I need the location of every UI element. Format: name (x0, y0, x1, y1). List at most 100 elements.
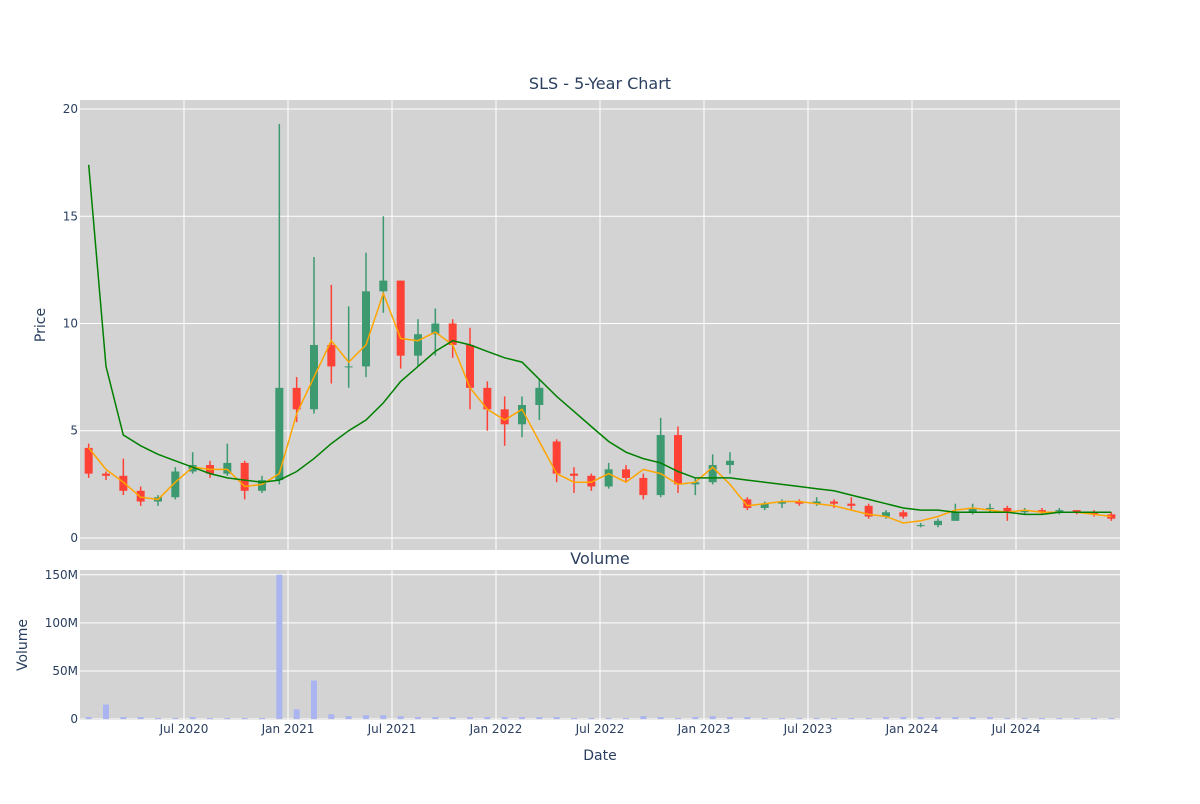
volume-bar (605, 718, 612, 720)
candle-body (968, 507, 977, 513)
candle-body (899, 512, 908, 517)
candle-body (292, 387, 301, 410)
candle-body (812, 501, 821, 504)
x-tick-label: Jan 2024 (885, 722, 939, 736)
chart-title: SLS - 5-Year Chart (529, 74, 671, 93)
candle-body (379, 280, 388, 292)
candle-body (830, 501, 838, 504)
candle-body (102, 473, 110, 476)
y-tick-label: 50M (52, 664, 78, 678)
volume-bar (588, 718, 595, 720)
volume-bar (276, 574, 283, 720)
candle-body (1072, 510, 1081, 513)
candle-body (136, 490, 145, 502)
volume-bar (172, 718, 179, 720)
volume-bar (137, 717, 144, 720)
volume-bar (397, 716, 404, 720)
volume-bar (987, 717, 993, 720)
candle-body (1107, 514, 1116, 519)
volume-bar (727, 717, 733, 720)
candle-body (760, 503, 769, 508)
candle-body (119, 475, 128, 491)
x-axis-label: Date (583, 748, 616, 764)
candle-body (726, 460, 734, 466)
candle-body (362, 291, 370, 367)
y-tick-label: 5 (70, 424, 78, 438)
candle-body (483, 387, 492, 410)
candle-body (1003, 507, 1012, 513)
volume-bar (259, 718, 265, 720)
volume-bar (103, 704, 109, 720)
candle-body (986, 507, 994, 509)
candle-body (1055, 510, 1064, 513)
volume-bar (692, 717, 699, 720)
volume-bar (952, 717, 959, 720)
candle-body (84, 447, 93, 474)
volume-bar (328, 714, 335, 720)
candle-body (223, 462, 232, 474)
x-tick-label: Jul 2024 (991, 722, 1041, 736)
candle-body (570, 473, 578, 476)
candle-body (656, 435, 665, 496)
volume-bar (709, 716, 716, 720)
y-tick-label: 15 (63, 209, 78, 223)
volume-bar (623, 718, 629, 720)
candle-body (1020, 510, 1029, 513)
candle-body (847, 503, 856, 506)
candle-body (795, 501, 804, 504)
volume-bar (779, 718, 785, 720)
candle-body (431, 323, 440, 335)
volume-bar (796, 718, 803, 720)
y-tick-label: 150M (45, 568, 78, 582)
candle-body (552, 441, 561, 474)
volume-bar (311, 680, 317, 720)
volume-bar (900, 717, 907, 720)
candle-body (240, 462, 249, 491)
candle-body (535, 387, 544, 406)
volume-bar (467, 717, 473, 720)
volume-bar (813, 718, 820, 720)
volume-bar (675, 718, 681, 720)
candle-body (275, 387, 284, 481)
volume-bar (1091, 718, 1097, 720)
y-tick-label: 20 (63, 102, 78, 116)
volume-bar (969, 717, 976, 720)
candle-body (691, 482, 700, 485)
volume-bar (207, 718, 213, 720)
volume-bar (917, 717, 924, 720)
candle-body (674, 435, 682, 485)
volume-bar (241, 718, 248, 720)
volume-title: Volume (570, 549, 630, 568)
candle-body (864, 505, 873, 517)
candle-body (396, 280, 405, 356)
volume-bar (501, 717, 508, 720)
volume-bar (484, 717, 491, 720)
volume-bar (224, 718, 231, 720)
volume-bar (883, 717, 889, 720)
candle-body (916, 525, 925, 527)
candle-body (587, 475, 596, 487)
volume-bar (1021, 718, 1028, 720)
y-tick-label: 0 (70, 712, 78, 726)
volume-bar (1108, 718, 1115, 720)
volume-bar (761, 718, 768, 720)
volume-bar (363, 715, 369, 720)
moving-average-line (87, 164, 1112, 516)
y-axis-label: Volume (15, 619, 31, 671)
x-tick-label: Jul 2021 (367, 722, 417, 736)
candle-body (414, 334, 422, 356)
candle-body (1090, 512, 1098, 515)
volume-bar (155, 718, 161, 720)
x-tick-label: Jul 2022 (575, 722, 625, 736)
candle-body (639, 477, 648, 496)
volume-bar (380, 715, 387, 720)
candle-body (500, 409, 509, 425)
volume-bar (553, 717, 560, 720)
moving-average-line (88, 291, 1112, 524)
volume-bar (536, 717, 543, 720)
volume-bar (935, 717, 941, 720)
candle-body (778, 501, 786, 504)
y-tick-label: 10 (63, 316, 78, 330)
y-axis-label: Price (33, 308, 49, 342)
